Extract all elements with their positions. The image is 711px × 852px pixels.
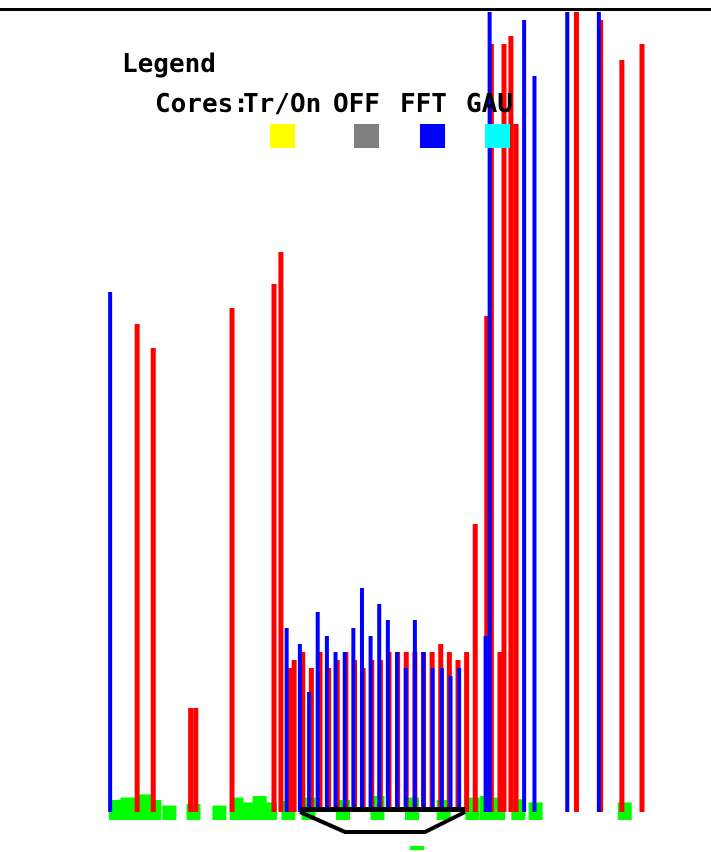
bar-red-29 <box>472 524 478 812</box>
legend-cores-label: Cores: <box>155 89 249 119</box>
bar-blue-12 <box>385 620 390 812</box>
bar-blue-13 <box>395 652 400 812</box>
bar-red-36 <box>573 12 579 812</box>
bar-red-1 <box>150 348 156 812</box>
bar-red-32 <box>497 652 503 812</box>
bar-red-5 <box>271 284 277 812</box>
bar-blue-26 <box>596 12 601 812</box>
bar-blue-3 <box>307 692 312 812</box>
bar-red-7 <box>287 668 293 812</box>
bar-blue-19 <box>448 676 453 812</box>
baseline-polyline <box>299 810 466 834</box>
legend-swatch-fft <box>420 124 445 148</box>
bar-blue-4 <box>315 612 320 812</box>
legend-title: Legend <box>122 49 216 79</box>
bar-blue-22 <box>487 12 492 812</box>
legend-label-fft: FFT <box>400 89 447 119</box>
bar-blue-16 <box>421 652 426 812</box>
bar-red-33 <box>501 44 507 812</box>
baseline-bar <box>300 807 465 812</box>
legend-label-off: OFF <box>333 89 380 119</box>
bar-red-9 <box>300 652 306 812</box>
bar-blue-25 <box>565 12 570 812</box>
bar-red-35 <box>513 124 519 812</box>
bar-green-9 <box>239 802 254 820</box>
bar-red-28 <box>464 652 470 812</box>
bar-blue-11 <box>377 604 382 812</box>
bar-blue-2 <box>297 644 302 812</box>
bar-blue-5 <box>324 636 329 812</box>
bar-red-34 <box>508 36 514 812</box>
bar-red-38 <box>619 60 625 812</box>
bar-red-30 <box>484 316 490 812</box>
legend-swatch-gau <box>485 124 510 148</box>
bar-red-10 <box>308 668 314 812</box>
bar-blue-10 <box>368 636 373 812</box>
legend-label-gau: GAU <box>466 89 513 119</box>
bar-blue-7 <box>342 652 347 812</box>
bar-green-5 <box>162 805 177 820</box>
bar-blue-23 <box>522 20 527 812</box>
bar-blue-21 <box>483 636 488 812</box>
bar-red-8 <box>291 660 297 812</box>
legend-label-tr-on: Tr/On <box>243 89 321 119</box>
legend-swatch-off <box>354 124 379 148</box>
bar-red-0 <box>134 324 140 812</box>
bar-green-0 <box>108 800 123 820</box>
top-frame-line <box>0 8 711 11</box>
bar-blue-9 <box>359 588 364 812</box>
bar-red-4 <box>229 308 235 812</box>
bar-blue-6 <box>333 652 338 812</box>
green-tick-mark <box>410 846 424 850</box>
bar-red-2 <box>188 708 194 812</box>
legend-swatch-tr-on <box>270 124 295 148</box>
bar-red-3 <box>193 708 199 812</box>
baseline-structure <box>299 807 466 850</box>
bar-blue-18 <box>439 668 444 812</box>
bar-green-7 <box>212 805 227 820</box>
bar-blue-14 <box>403 668 408 812</box>
bar-blue-24 <box>532 76 537 812</box>
bar-red-39 <box>639 44 645 812</box>
bar-red-6 <box>278 252 284 812</box>
bar-blue-15 <box>412 620 417 812</box>
legend: Legend Cores: Tr/On OFF FFT GAU <box>122 49 513 148</box>
bar-blue-0 <box>108 292 113 812</box>
bar-red-11 <box>317 652 323 812</box>
bar-blue-1 <box>284 628 289 812</box>
bar-blue-17 <box>430 668 435 812</box>
bar-blue-20 <box>457 668 462 812</box>
bar-blue-8 <box>351 628 356 812</box>
